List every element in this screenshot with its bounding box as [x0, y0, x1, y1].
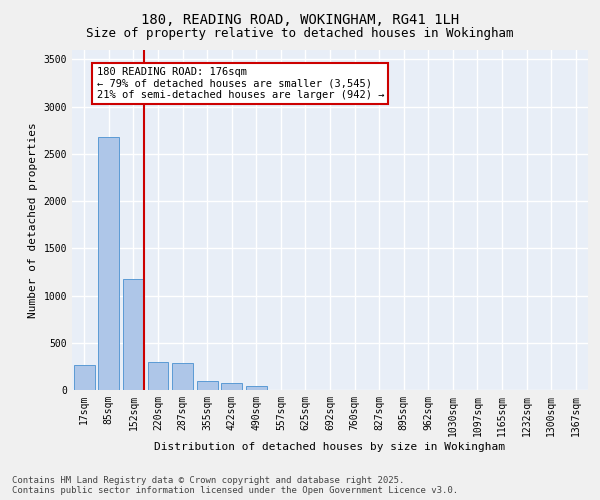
Text: 180, READING ROAD, WOKINGHAM, RG41 1LH: 180, READING ROAD, WOKINGHAM, RG41 1LH — [141, 12, 459, 26]
Bar — [172, 362, 193, 390]
Bar — [123, 278, 144, 390]
Bar — [221, 384, 242, 390]
Bar — [197, 380, 218, 390]
Text: Contains HM Land Registry data © Crown copyright and database right 2025.: Contains HM Land Registry data © Crown c… — [12, 476, 404, 485]
Text: 180 READING ROAD: 176sqm
← 79% of detached houses are smaller (3,545)
21% of sem: 180 READING ROAD: 176sqm ← 79% of detach… — [97, 67, 384, 100]
Y-axis label: Number of detached properties: Number of detached properties — [28, 122, 38, 318]
Text: Size of property relative to detached houses in Wokingham: Size of property relative to detached ho… — [86, 28, 514, 40]
Text: Contains public sector information licensed under the Open Government Licence v3: Contains public sector information licen… — [12, 486, 458, 495]
Bar — [74, 366, 95, 390]
Bar — [148, 362, 169, 390]
Bar — [98, 137, 119, 390]
X-axis label: Distribution of detached houses by size in Wokingham: Distribution of detached houses by size … — [155, 442, 505, 452]
Bar — [246, 386, 267, 390]
